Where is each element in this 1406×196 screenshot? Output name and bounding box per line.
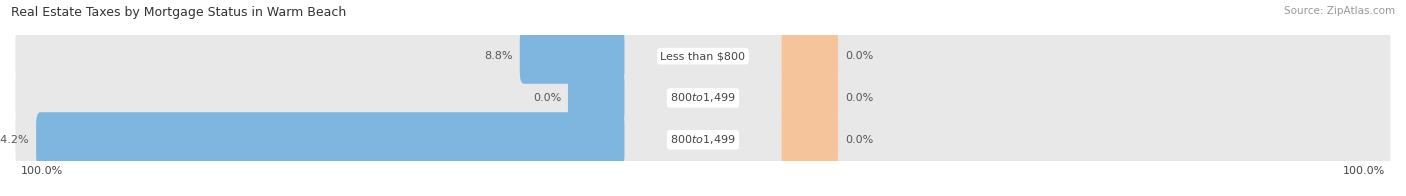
Text: 0.0%: 0.0% [845, 51, 873, 61]
Text: Less than $800: Less than $800 [661, 51, 745, 61]
Text: 0.0%: 0.0% [845, 135, 873, 145]
FancyBboxPatch shape [520, 29, 624, 84]
FancyBboxPatch shape [37, 112, 624, 167]
Text: 8.8%: 8.8% [484, 51, 513, 61]
Text: $800 to $1,499: $800 to $1,499 [671, 92, 735, 104]
Text: $800 to $1,499: $800 to $1,499 [671, 133, 735, 146]
FancyBboxPatch shape [782, 70, 838, 126]
Text: 100.0%: 100.0% [21, 166, 63, 176]
FancyBboxPatch shape [782, 112, 838, 167]
FancyBboxPatch shape [15, 66, 1391, 130]
Text: 0.0%: 0.0% [533, 93, 561, 103]
FancyBboxPatch shape [782, 29, 838, 84]
FancyBboxPatch shape [568, 70, 624, 126]
Text: 0.0%: 0.0% [845, 93, 873, 103]
Text: Source: ZipAtlas.com: Source: ZipAtlas.com [1284, 6, 1395, 16]
FancyBboxPatch shape [15, 108, 1391, 172]
FancyBboxPatch shape [15, 24, 1391, 88]
Text: Real Estate Taxes by Mortgage Status in Warm Beach: Real Estate Taxes by Mortgage Status in … [11, 6, 346, 19]
Text: 100.0%: 100.0% [1343, 166, 1385, 176]
Text: 84.2%: 84.2% [0, 135, 30, 145]
